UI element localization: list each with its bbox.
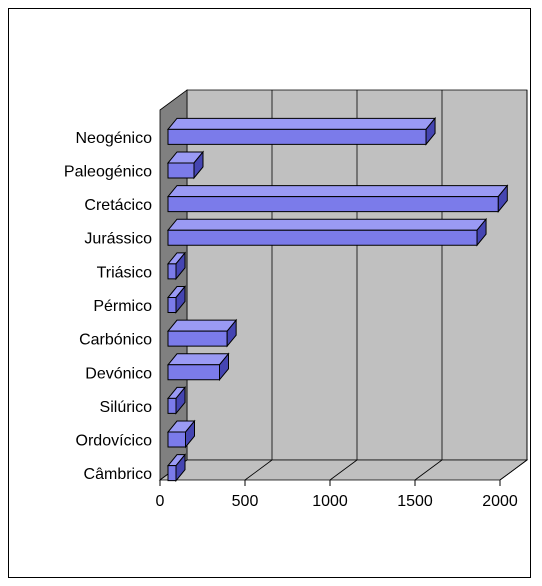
bar-end-face (219, 352, 229, 382)
gridline-floor (414, 459, 443, 481)
category-label-cretacico: Cretácico (84, 197, 152, 214)
bar-top-face (166, 319, 238, 332)
bar-end-face (226, 318, 237, 348)
bar-front-face (167, 162, 195, 179)
bar-silurico (166, 386, 187, 415)
category-label-neogenico: Neogénico (76, 130, 153, 147)
gridline-floor (244, 459, 273, 481)
gridline-floor (329, 459, 358, 481)
bar-cretacico (166, 184, 509, 213)
category-label-jurassico: Jurássico (84, 231, 152, 248)
bar-front-face (167, 263, 177, 280)
bar-end-face (476, 217, 487, 247)
gridline-floor (499, 459, 528, 481)
bar-top-face (166, 185, 509, 198)
bar-jurassico (166, 217, 488, 247)
bar-end-face (175, 285, 186, 314)
bar-permico (166, 285, 187, 314)
bar-end-face (425, 116, 436, 146)
bar-end-face (175, 453, 186, 483)
category-label-carbonico: Carbónico (79, 332, 152, 349)
bar-front-face (167, 431, 186, 448)
bar-end-face (175, 386, 186, 415)
bar-top-face (166, 353, 230, 366)
bar-end-face (185, 419, 195, 449)
category-label-cambrico: Câmbrico (84, 466, 153, 483)
bar-end-face (175, 251, 186, 281)
bar-cambrico (166, 453, 187, 483)
bar-end-face (497, 184, 508, 213)
bar-devonico (166, 352, 230, 382)
category-label-triasico: Triásico (97, 264, 153, 281)
bar-end-face (193, 150, 204, 180)
bar-front-face (167, 397, 177, 414)
bar-triasico (166, 251, 187, 281)
category-label-permico: Pérmico (93, 298, 152, 315)
x-tick-label: 0 (156, 493, 165, 510)
bar-front-face (167, 465, 177, 482)
bar-front-face (167, 364, 220, 381)
bar-top-face (166, 218, 488, 231)
x-tick-label: 500 (232, 493, 259, 510)
bar-top-face (166, 117, 437, 130)
bar-front-face (167, 229, 478, 246)
category-label-ordovicico: Ordovícico (76, 433, 153, 450)
x-tick-label: 1000 (312, 493, 348, 510)
bar-front-face (167, 330, 228, 347)
x-tick-label: 2000 (482, 493, 518, 510)
category-label-silurico: Silúrico (100, 399, 153, 416)
bar-front-face (167, 196, 499, 213)
bar-paleogenico (166, 150, 205, 180)
x-tick-label: 1500 (397, 493, 433, 510)
category-label-devonico: Devónico (85, 365, 152, 382)
bar-neogenico (166, 116, 437, 146)
bar-ordovicico (166, 419, 196, 449)
bar-front-face (167, 128, 427, 145)
category-label-paleogenico: Paleogénico (64, 163, 152, 180)
bar-front-face (167, 297, 177, 313)
bar-carbonico (166, 318, 238, 348)
